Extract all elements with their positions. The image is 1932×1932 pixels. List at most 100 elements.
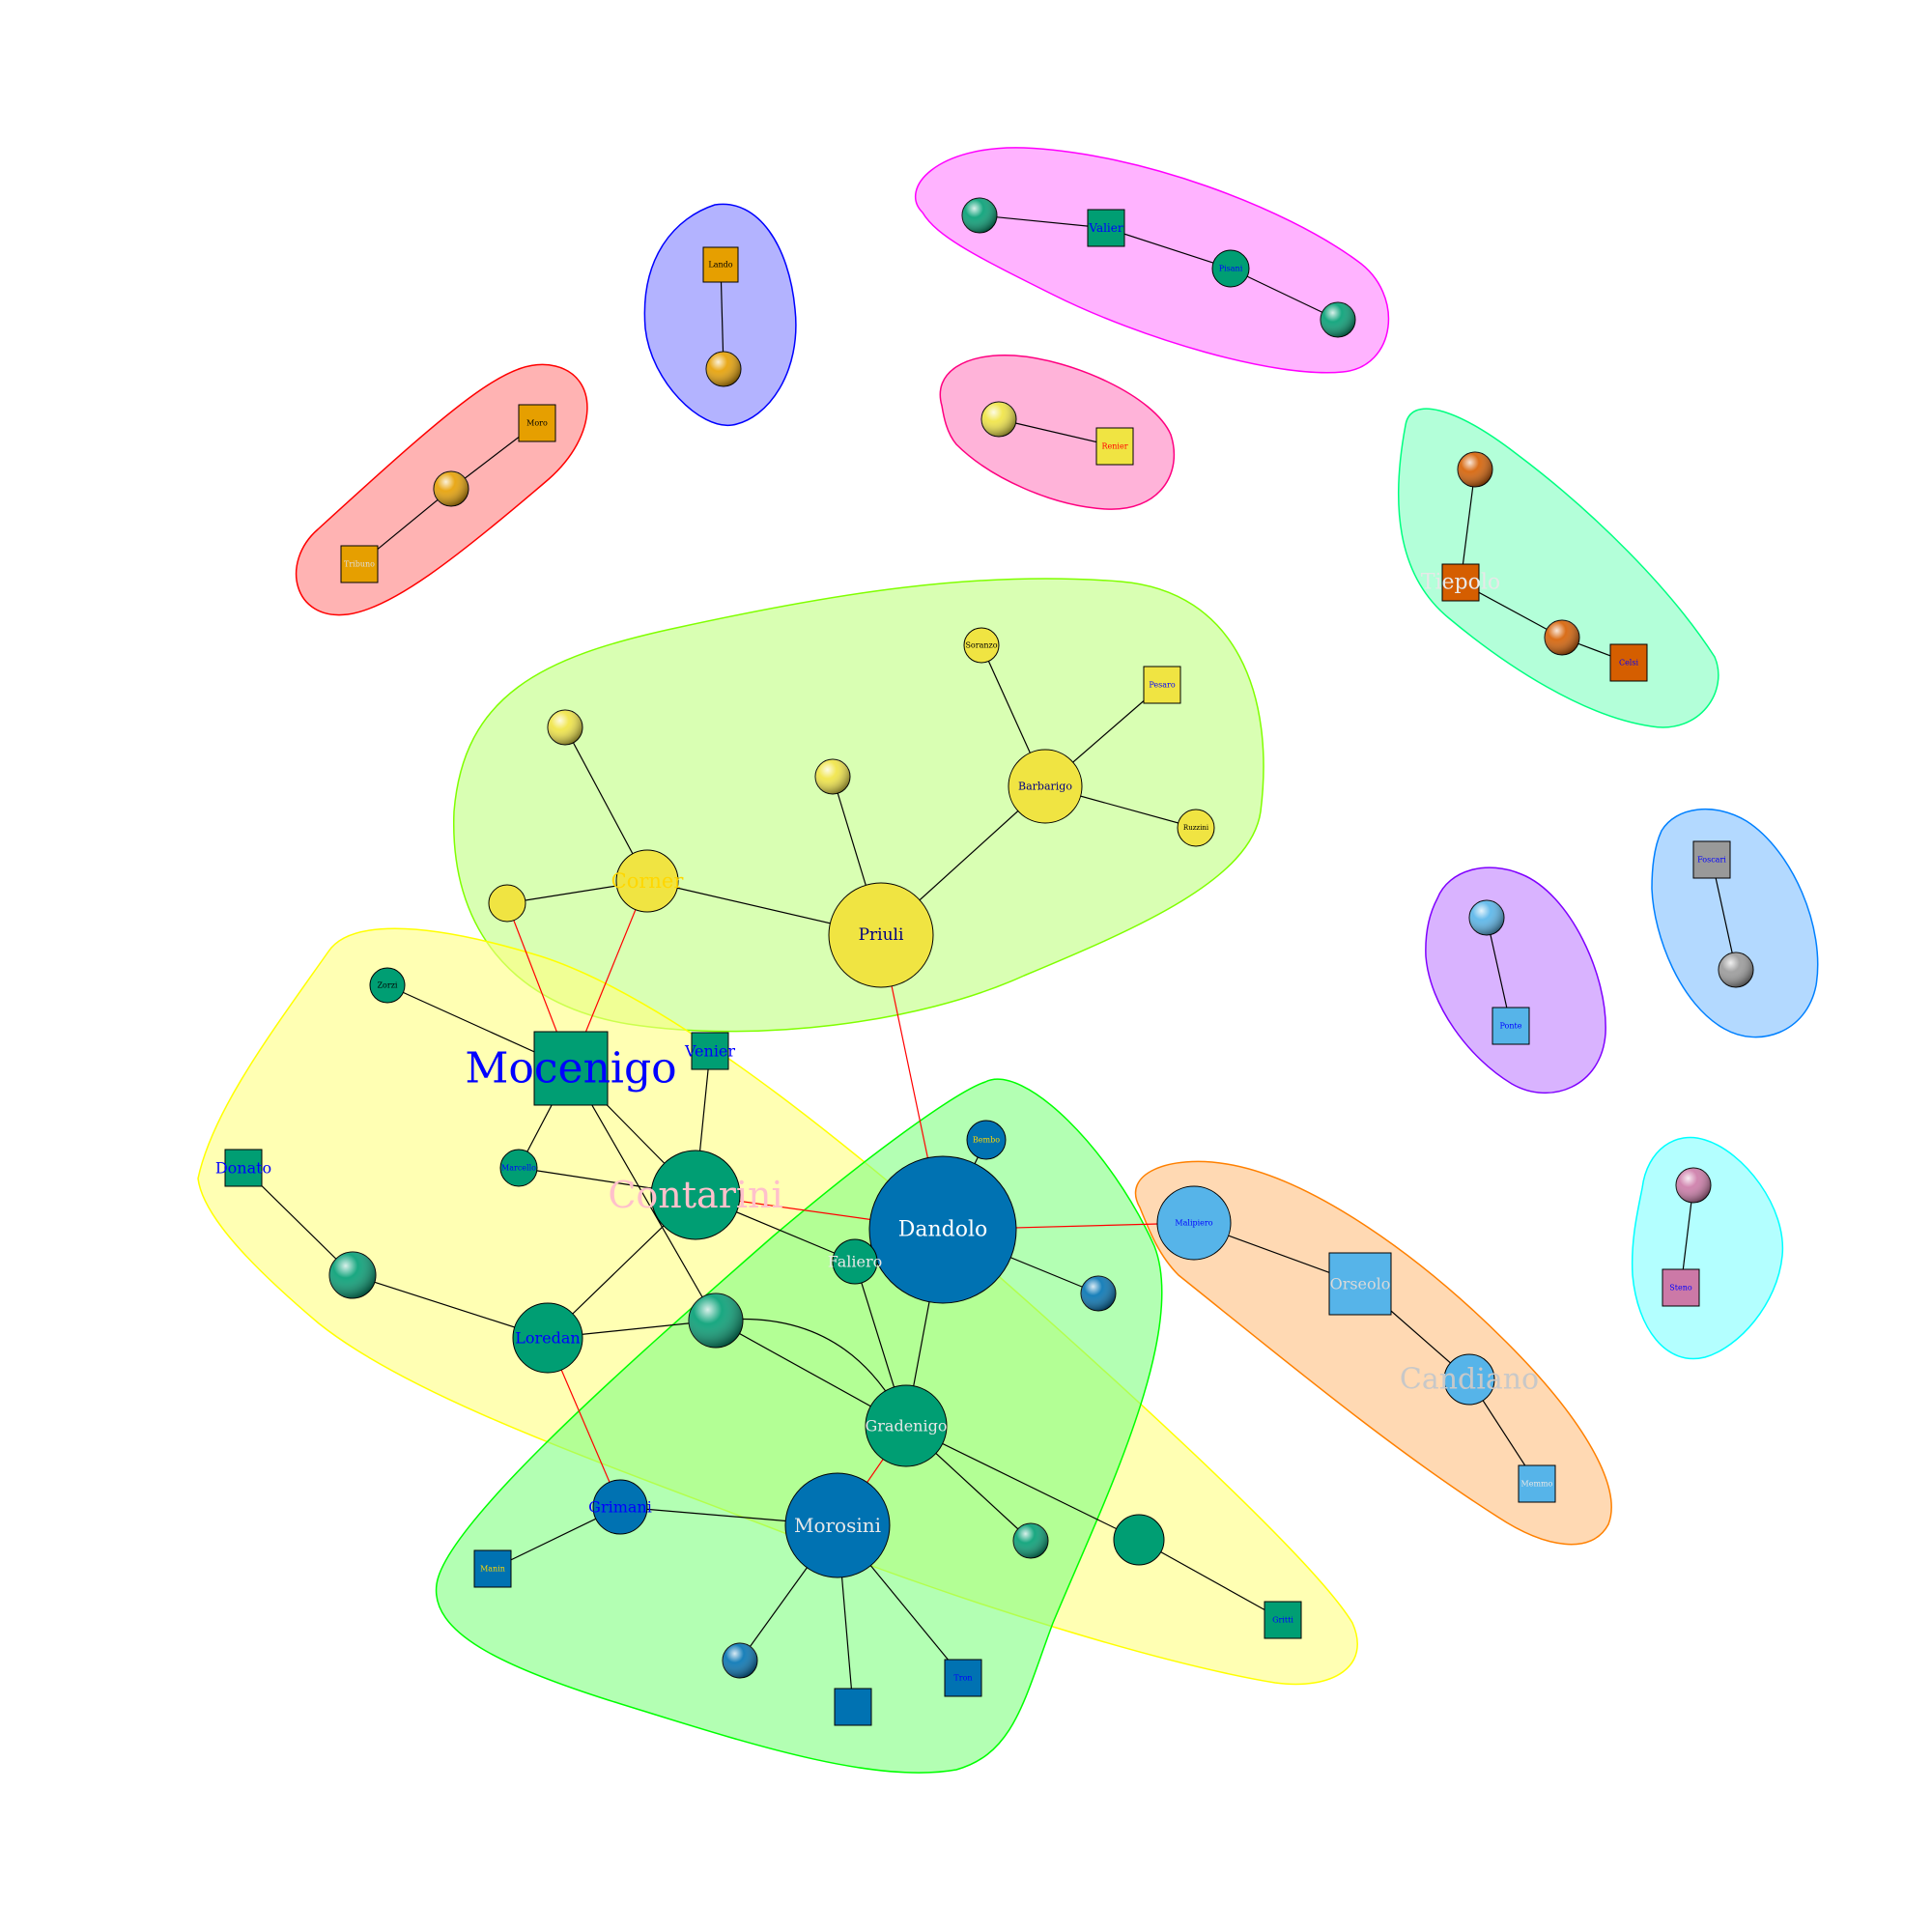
contarini-shape bbox=[650, 1150, 741, 1240]
node-tiepolo[interactable]: Tiepolo bbox=[1421, 563, 1500, 602]
hull-cyan bbox=[1631, 1136, 1784, 1360]
ruzzini-label: Ruzzini bbox=[1183, 824, 1209, 832]
valier-label: Valier bbox=[1088, 221, 1122, 235]
node-morosini-ball[interactable] bbox=[722, 1642, 758, 1679]
node-soranzo[interactable]: Soranzo bbox=[963, 627, 1000, 664]
node-ponte[interactable]: Ponte bbox=[1492, 1007, 1530, 1045]
dandolo-label: Dandolo bbox=[898, 1218, 988, 1242]
hull-purple bbox=[1425, 867, 1606, 1094]
node-mag-ball-2[interactable] bbox=[1320, 301, 1356, 338]
edge-unlabeled-circle-gritti bbox=[1138, 1539, 1284, 1621]
node-aqua-ball-2[interactable] bbox=[1544, 619, 1580, 656]
yellow-ball-highlight bbox=[329, 1252, 376, 1298]
node-celsi[interactable]: Celsi bbox=[1609, 643, 1648, 682]
node-lando[interactable]: Lando bbox=[702, 246, 739, 283]
priuli-shape bbox=[828, 882, 934, 988]
loredan-label: Loredan bbox=[515, 1329, 580, 1348]
memmo-shape bbox=[1518, 1464, 1556, 1503]
node-lime-ball-2[interactable] bbox=[814, 758, 851, 795]
node-steno[interactable]: Steno bbox=[1662, 1268, 1700, 1307]
hull-orange bbox=[1134, 1160, 1612, 1546]
node-gradenigo[interactable]: Gradenigo bbox=[865, 1384, 948, 1467]
node-corner[interactable]: Corner bbox=[611, 849, 685, 913]
node-pink-ball[interactable] bbox=[980, 401, 1017, 438]
morosini-ball-highlight bbox=[723, 1643, 757, 1678]
orseolo-shape bbox=[1328, 1252, 1392, 1316]
node-lime-ball-1[interactable] bbox=[547, 709, 583, 746]
node-mag-ball-1[interactable] bbox=[961, 197, 998, 234]
foscari-shape bbox=[1692, 840, 1731, 879]
morosini-label: Morosini bbox=[794, 1514, 881, 1537]
node-valier[interactable]: Valier bbox=[1087, 209, 1125, 247]
grimani-label: Grimani bbox=[588, 1498, 652, 1517]
node-loredan[interactable]: Loredan bbox=[512, 1302, 583, 1374]
cyan-ball-highlight bbox=[1676, 1168, 1711, 1203]
mocenigo-label: Mocenigo bbox=[465, 1044, 676, 1094]
tribuno-shape bbox=[340, 545, 379, 583]
node-contarini[interactable]: Contarini bbox=[608, 1150, 783, 1240]
orseolo-label: Orseolo bbox=[1330, 1275, 1391, 1293]
node-faliero[interactable]: Faliero bbox=[828, 1238, 883, 1285]
node-memmo[interactable]: Memmo bbox=[1518, 1464, 1556, 1503]
zorzi-label: Zorzi bbox=[378, 981, 398, 990]
node-venier[interactable]: Venier bbox=[684, 1032, 735, 1070]
node-ruzzini[interactable]: Ruzzini bbox=[1177, 809, 1215, 847]
gritti-shape bbox=[1264, 1601, 1302, 1639]
node-moro[interactable]: Moro bbox=[518, 404, 556, 442]
node-purple-ball[interactable] bbox=[1468, 899, 1505, 936]
node-renier[interactable]: Renier bbox=[1095, 427, 1134, 466]
edge-pink-ball-renier bbox=[998, 418, 1116, 447]
node-grimani[interactable]: Grimani bbox=[588, 1479, 652, 1535]
community-hulls bbox=[197, 147, 1819, 1774]
steno-shape bbox=[1662, 1268, 1700, 1307]
node-gradenigo-ball[interactable] bbox=[1012, 1522, 1049, 1559]
center-ball-highlight bbox=[689, 1293, 743, 1348]
node-bembo[interactable]: Bembo bbox=[966, 1120, 1007, 1160]
node-malipiero[interactable]: Malipiero bbox=[1156, 1185, 1232, 1261]
barbarigo-shape bbox=[1008, 749, 1083, 824]
lime-ball-1-highlight bbox=[548, 710, 582, 745]
node-aqua-ball-1[interactable] bbox=[1457, 451, 1493, 488]
dandolo-shape bbox=[868, 1155, 1017, 1304]
node-pisani[interactable]: Pisani bbox=[1211, 249, 1250, 288]
node-green-ball-1[interactable] bbox=[1080, 1275, 1117, 1312]
node-priuli[interactable]: Priuli bbox=[828, 882, 934, 988]
node-gritti[interactable]: Gritti bbox=[1264, 1601, 1302, 1639]
node-layer: Moro Tribuno Lando Valier Pisani Renier Tiepol… bbox=[215, 197, 1754, 1726]
candiano-label: Candiano bbox=[1400, 1363, 1539, 1397]
node-center-ball[interactable] bbox=[688, 1293, 744, 1349]
node-morosini[interactable]: Morosini bbox=[784, 1472, 891, 1578]
candiano-shape bbox=[1443, 1353, 1495, 1406]
node-tribuno[interactable]: Tribuno bbox=[340, 545, 379, 583]
zorzi-shape bbox=[369, 967, 406, 1004]
mag-ball-2-highlight bbox=[1321, 302, 1355, 337]
node-sky-ball[interactable] bbox=[1718, 952, 1754, 988]
bottom-square-shape bbox=[834, 1688, 872, 1726]
donato-shape bbox=[224, 1149, 263, 1187]
node-yellow-ball[interactable] bbox=[328, 1251, 377, 1299]
node-mocenigo[interactable]: Mocenigo bbox=[465, 1031, 677, 1106]
node-cyan-ball[interactable] bbox=[1675, 1167, 1712, 1204]
mocenigo-shape bbox=[533, 1031, 609, 1106]
node-lime-circle[interactable] bbox=[488, 884, 526, 923]
node-zorzi[interactable]: Zorzi bbox=[369, 967, 406, 1004]
node-foscari[interactable]: Foscari bbox=[1692, 840, 1731, 879]
node-tron[interactable]: Tron bbox=[944, 1659, 982, 1697]
node-donato[interactable]: Donato bbox=[215, 1149, 271, 1187]
node-dandolo[interactable]: Dandolo bbox=[868, 1155, 1017, 1304]
node-red-ball[interactable] bbox=[433, 470, 469, 507]
node-pesaro[interactable]: Pesaro bbox=[1143, 666, 1181, 704]
green-ball-1-highlight bbox=[1081, 1276, 1116, 1311]
node-unlabeled-circle[interactable] bbox=[1113, 1514, 1165, 1566]
node-candiano[interactable]: Candiano bbox=[1400, 1353, 1539, 1406]
manin-label: Manin bbox=[480, 1565, 505, 1574]
node-marcello[interactable]: Marcello bbox=[499, 1149, 538, 1187]
renier-label: Renier bbox=[1101, 442, 1127, 451]
node-manin[interactable]: Manin bbox=[473, 1549, 512, 1588]
node-barbarigo[interactable]: Barbarigo bbox=[1008, 749, 1083, 824]
moro-label: Moro bbox=[526, 419, 548, 428]
node-bottom-square[interactable] bbox=[834, 1688, 872, 1726]
node-blue-ball[interactable] bbox=[705, 351, 742, 387]
node-orseolo[interactable]: Orseolo bbox=[1328, 1252, 1392, 1316]
hull-sky bbox=[1651, 809, 1819, 1038]
